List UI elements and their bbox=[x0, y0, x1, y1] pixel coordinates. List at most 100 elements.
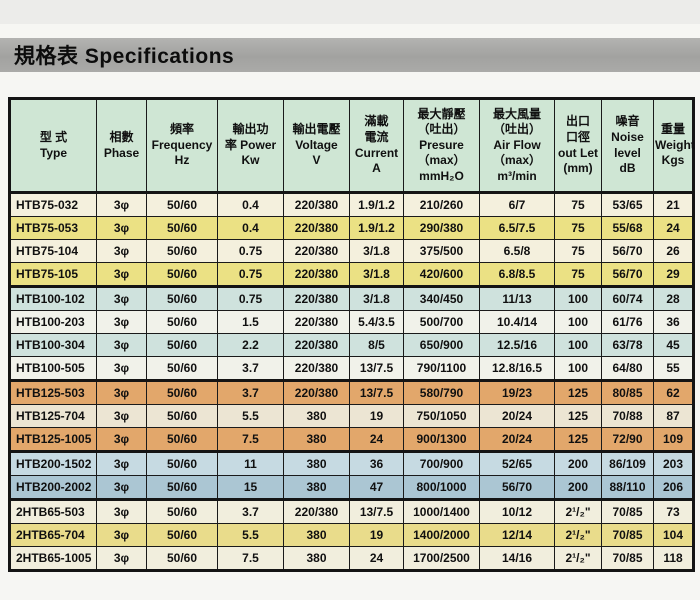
value-cell: 72/90 bbox=[601, 427, 654, 453]
value-cell: 64/80 bbox=[601, 356, 654, 382]
column-header: 相數 Phase bbox=[96, 98, 147, 194]
spec-table: 型 式 Type 相數 Phase 頻率 Frequency Hz 輸出功 率 Pow… bbox=[8, 97, 695, 572]
table-row: HTB125-704 3φ 50/60 5.5 380 19 750/1050 20/24 12… bbox=[9, 404, 694, 428]
value-cell: 8/5 bbox=[349, 333, 404, 357]
value-cell: 0.75 bbox=[217, 286, 284, 311]
value-cell: 20/24 bbox=[479, 427, 555, 453]
value-cell: 50/60 bbox=[146, 310, 218, 334]
value-cell: 380 bbox=[283, 546, 350, 572]
value-cell: 88/110 bbox=[601, 475, 654, 501]
table-header-row: 型 式 Type 相數 Phase 頻率 Frequency Hz 輸出功 率 Pow… bbox=[9, 98, 695, 194]
value-cell: 70/88 bbox=[601, 404, 654, 428]
value-cell: 220/380 bbox=[283, 380, 350, 405]
value-cell: 100 bbox=[554, 286, 602, 311]
value-cell: 380 bbox=[283, 451, 350, 476]
value-cell: 56/70 bbox=[601, 239, 654, 263]
value-cell: 380 bbox=[283, 523, 350, 547]
value-cell: 50/60 bbox=[146, 262, 218, 288]
value-cell: 11 bbox=[217, 451, 284, 476]
value-cell: 220/380 bbox=[283, 216, 350, 240]
value-cell: 375/500 bbox=[403, 239, 480, 263]
model-cell: HTB75-104 bbox=[9, 239, 97, 263]
value-cell: 24 bbox=[653, 216, 694, 240]
value-cell: 340/450 bbox=[403, 286, 480, 311]
column-header: 滿載 電流 Current A bbox=[349, 98, 404, 194]
value-cell: 63/78 bbox=[601, 333, 654, 357]
value-cell: 3φ bbox=[96, 192, 147, 217]
column-header: 最大靜壓 （吐出） Presure （max） mmH₂O bbox=[403, 98, 480, 194]
value-cell: 45 bbox=[653, 333, 694, 357]
value-cell: 53/65 bbox=[601, 192, 654, 217]
table-row: HTB100-102 3φ 50/60 0.75 220/380 3/1.8 340/450… bbox=[9, 286, 694, 311]
value-cell: 3φ bbox=[96, 356, 147, 382]
value-cell: 3.7 bbox=[217, 380, 284, 405]
column-header: 輸出功 率 Power Kw bbox=[217, 98, 284, 194]
value-cell: 50/60 bbox=[146, 475, 218, 501]
value-cell: 7.5 bbox=[217, 546, 284, 572]
value-cell: 206 bbox=[653, 475, 694, 501]
value-cell: 3φ bbox=[96, 427, 147, 453]
model-cell: HTB200-1502 bbox=[9, 451, 97, 476]
value-cell: 3φ bbox=[96, 239, 147, 263]
value-cell: 14/16 bbox=[479, 546, 555, 572]
value-cell: 290/380 bbox=[403, 216, 480, 240]
value-cell: 220/380 bbox=[283, 239, 350, 263]
value-cell: 50/60 bbox=[146, 356, 218, 382]
model-cell: HTB200-2002 bbox=[9, 475, 97, 501]
value-cell: 220/380 bbox=[283, 310, 350, 334]
value-cell: 50/60 bbox=[146, 333, 218, 357]
value-cell: 13/7.5 bbox=[349, 356, 404, 382]
value-cell: 50/60 bbox=[146, 451, 218, 476]
model-cell: HTB125-704 bbox=[9, 404, 97, 428]
model-cell: HTB100-102 bbox=[9, 286, 97, 311]
table-row: HTB75-104 3φ 50/60 0.75 220/380 3/1.8 375/500 6… bbox=[9, 239, 694, 263]
value-cell: 380 bbox=[283, 404, 350, 428]
page-title: 規格表 Specifications bbox=[14, 45, 235, 68]
column-header: 出口 口徑 out Let (mm) bbox=[554, 98, 602, 194]
value-cell: 3/1.8 bbox=[349, 262, 404, 288]
value-cell: 29 bbox=[653, 262, 694, 288]
value-cell: 70/85 bbox=[601, 546, 654, 572]
value-cell: 75 bbox=[554, 262, 602, 288]
value-cell: 220/380 bbox=[283, 262, 350, 288]
value-cell: 0.75 bbox=[217, 262, 284, 288]
value-cell: 109 bbox=[653, 427, 694, 453]
value-cell: 3φ bbox=[96, 451, 147, 476]
column-header: 噪音 Noise level dB bbox=[601, 98, 654, 194]
value-cell: 380 bbox=[283, 427, 350, 453]
value-cell: 60/74 bbox=[601, 286, 654, 311]
value-cell: 12.5/16 bbox=[479, 333, 555, 357]
value-cell: 3φ bbox=[96, 333, 147, 357]
value-cell: 10/12 bbox=[479, 499, 555, 524]
value-cell: 1.9/1.2 bbox=[349, 192, 404, 217]
value-cell: 650/900 bbox=[403, 333, 480, 357]
model-cell: HTB125-1005 bbox=[9, 427, 97, 453]
value-cell: 19/23 bbox=[479, 380, 555, 405]
table-row: HTB100-505 3φ 50/60 3.7 220/380 13/7.5 790/110… bbox=[9, 356, 694, 382]
value-cell: 3φ bbox=[96, 546, 147, 572]
value-cell: 220/380 bbox=[283, 333, 350, 357]
value-cell: 19 bbox=[349, 523, 404, 547]
value-cell: 52/65 bbox=[479, 451, 555, 476]
value-cell: 900/1300 bbox=[403, 427, 480, 453]
table-row: HTB125-1005 3φ 50/60 7.5 380 24 900/1300 20/24 1… bbox=[9, 427, 694, 453]
value-cell: 50/60 bbox=[146, 286, 218, 311]
value-cell: 13/7.5 bbox=[349, 499, 404, 524]
value-cell: 5.4/3.5 bbox=[349, 310, 404, 334]
value-cell: 87 bbox=[653, 404, 694, 428]
value-cell: 104 bbox=[653, 523, 694, 547]
value-cell: 3φ bbox=[96, 475, 147, 501]
value-cell: 3/1.8 bbox=[349, 286, 404, 311]
value-cell: 210/260 bbox=[403, 192, 480, 217]
value-cell: 1700/2500 bbox=[403, 546, 480, 572]
column-header: 最大風量 （吐出） Air Flow （max） m³/min bbox=[479, 98, 555, 194]
value-cell: 15 bbox=[217, 475, 284, 501]
value-cell: 3.7 bbox=[217, 499, 284, 524]
value-cell: 50/60 bbox=[146, 523, 218, 547]
column-header: 重量 Weight Kgs bbox=[653, 98, 695, 194]
value-cell: 47 bbox=[349, 475, 404, 501]
model-cell: HTB75-032 bbox=[9, 192, 97, 217]
table-row: HTB100-203 3φ 50/60 1.5 220/380 5.4/3.5 500/70… bbox=[9, 310, 694, 334]
value-cell: 50/60 bbox=[146, 427, 218, 453]
column-header: 型 式 Type bbox=[9, 98, 97, 194]
